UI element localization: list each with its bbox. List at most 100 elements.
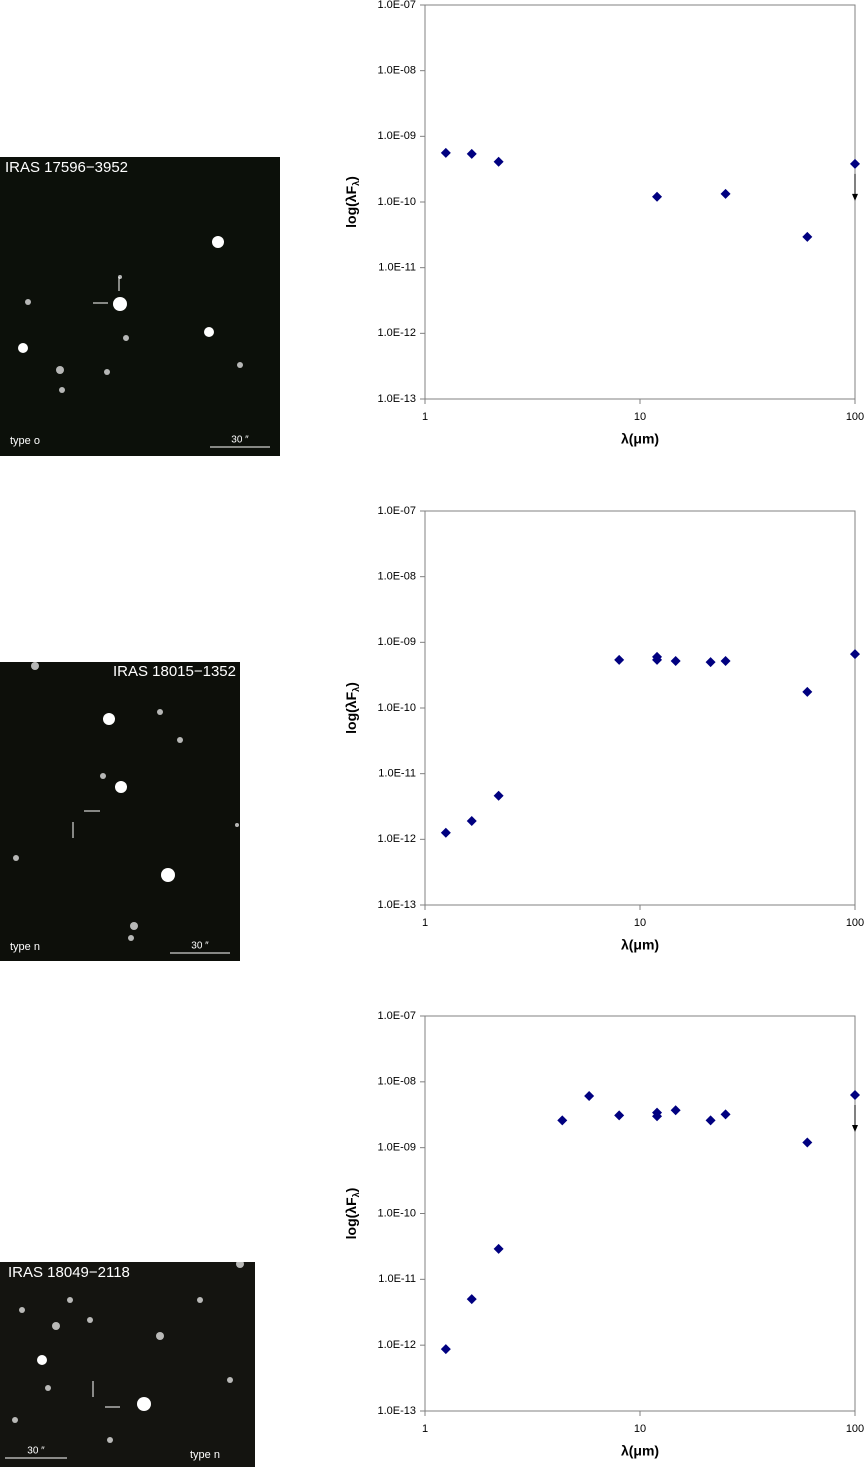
data-point bbox=[850, 649, 860, 660]
y-axis-label-part: λ bbox=[351, 687, 361, 692]
plot-frame bbox=[424, 1015, 856, 1412]
data-point bbox=[720, 655, 731, 666]
star bbox=[13, 855, 19, 861]
data-point bbox=[557, 1115, 568, 1126]
star-image bbox=[0, 157, 280, 456]
x-tick-label: 10 bbox=[634, 917, 646, 929]
star bbox=[236, 1260, 244, 1268]
y-axis-label-part: log(λF bbox=[343, 1197, 359, 1239]
data-point bbox=[440, 827, 451, 838]
x-axis-label: λ(μm) bbox=[621, 431, 659, 447]
y-tick-label: 1.0E-11 bbox=[378, 1273, 416, 1285]
star bbox=[161, 868, 175, 882]
star bbox=[45, 1385, 51, 1391]
star bbox=[87, 1317, 93, 1323]
star bbox=[237, 362, 243, 368]
star bbox=[52, 1322, 60, 1330]
star bbox=[37, 1355, 47, 1365]
x-tick-label: 100 bbox=[846, 411, 864, 423]
star bbox=[157, 709, 163, 715]
star bbox=[31, 662, 39, 670]
y-tick-label: 1.0E-13 bbox=[377, 393, 416, 405]
y-tick-label: 1.0E-09 bbox=[377, 636, 416, 648]
y-axis-label: log(λFλ) bbox=[343, 176, 362, 228]
y-axis-label-part: λ bbox=[351, 181, 361, 186]
star bbox=[137, 1397, 151, 1411]
star bbox=[115, 781, 127, 793]
star bbox=[104, 369, 110, 375]
star bbox=[197, 1297, 203, 1303]
star bbox=[56, 366, 64, 374]
image-type: type o bbox=[10, 435, 40, 447]
y-axis-label-part: λ bbox=[351, 1192, 361, 1197]
data-point bbox=[802, 1137, 813, 1148]
x-tick-label: 10 bbox=[634, 1423, 646, 1435]
data-point bbox=[705, 657, 716, 668]
x-tick-label: 1 bbox=[422, 411, 428, 423]
image-type: type n bbox=[10, 941, 40, 953]
x-axis-label: λ(μm) bbox=[621, 1443, 659, 1459]
data-point bbox=[493, 790, 504, 801]
data-point bbox=[584, 1090, 595, 1101]
y-tick-label: 1.0E-10 bbox=[377, 196, 416, 208]
upper-limit-arrowhead bbox=[852, 1125, 858, 1133]
x-tick-label: 100 bbox=[846, 1423, 864, 1435]
data-point bbox=[802, 686, 813, 697]
scale-label: 30 ″ bbox=[27, 1446, 45, 1457]
data-point bbox=[802, 231, 813, 242]
x-tick-label: 1 bbox=[422, 1423, 428, 1435]
y-tick-label: 1.0E-08 bbox=[377, 571, 416, 583]
data-point bbox=[466, 148, 477, 159]
data-point bbox=[670, 655, 681, 666]
y-tick-label: 1.0E-07 bbox=[377, 1010, 416, 1022]
image-label: IRAS 18015−1352 bbox=[113, 663, 236, 680]
data-point bbox=[493, 1243, 504, 1254]
star bbox=[67, 1297, 73, 1303]
y-tick-label: 1.0E-13 bbox=[377, 899, 416, 911]
star bbox=[128, 935, 134, 941]
y-tick-label: 1.0E-07 bbox=[377, 0, 416, 11]
y-tick-label: 1.0E-12 bbox=[377, 327, 416, 339]
star bbox=[212, 236, 224, 248]
data-point bbox=[652, 191, 663, 202]
y-tick-label: 1.0E-13 bbox=[377, 1405, 416, 1417]
scale-label: 30 ″ bbox=[231, 435, 249, 446]
star bbox=[204, 327, 214, 337]
star bbox=[59, 387, 65, 393]
x-tick-label: 100 bbox=[846, 917, 864, 929]
y-axis-label-part: log(λF bbox=[343, 691, 359, 733]
data-point bbox=[440, 147, 451, 158]
y-tick-label: 1.0E-08 bbox=[377, 65, 416, 77]
star bbox=[123, 335, 129, 341]
data-point bbox=[614, 654, 625, 665]
data-point bbox=[652, 1111, 663, 1122]
star bbox=[227, 1377, 233, 1383]
plot-frame bbox=[424, 4, 856, 400]
star bbox=[103, 713, 115, 725]
image-type: type n bbox=[190, 1449, 220, 1461]
star bbox=[107, 1437, 113, 1443]
image-label: IRAS 17596−3952 bbox=[5, 159, 128, 176]
star bbox=[25, 299, 31, 305]
y-axis-label: log(λFλ) bbox=[343, 1188, 362, 1240]
y-tick-label: 1.0E-11 bbox=[378, 768, 416, 780]
x-axis-label: λ(μm) bbox=[621, 937, 659, 953]
data-point bbox=[493, 156, 504, 167]
y-axis-label-part: log(λF bbox=[343, 185, 359, 227]
star bbox=[12, 1417, 18, 1423]
star bbox=[100, 773, 106, 779]
y-tick-label: 1.0E-09 bbox=[377, 1142, 416, 1154]
data-point bbox=[466, 816, 477, 827]
y-tick-label: 1.0E-10 bbox=[377, 1207, 416, 1219]
star-image bbox=[0, 1262, 255, 1467]
data-point bbox=[720, 188, 731, 199]
data-point bbox=[466, 1294, 477, 1305]
y-tick-label: 1.0E-07 bbox=[377, 505, 416, 517]
data-point bbox=[614, 1110, 625, 1121]
data-point bbox=[720, 1109, 731, 1120]
y-tick-label: 1.0E-12 bbox=[377, 1339, 416, 1351]
data-point bbox=[440, 1344, 451, 1355]
star bbox=[156, 1332, 164, 1340]
image-label: IRAS 18049−2118 bbox=[8, 1264, 130, 1281]
